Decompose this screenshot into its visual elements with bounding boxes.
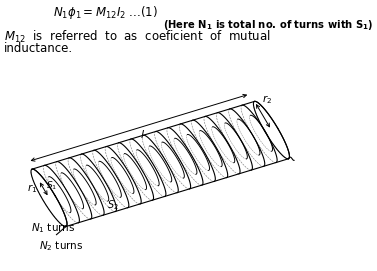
Text: $M_{12}$  is  referred  to  as  coeficient  of  mutual: $M_{12}$ is referred to as coeficient of… xyxy=(4,28,270,44)
Text: (Here $\mathbf{N_1}$ is total no. of turns with $\mathbf{S_1}$): (Here $\mathbf{N_1}$ is total no. of tur… xyxy=(163,18,373,32)
Text: $l$: $l$ xyxy=(140,128,145,140)
Text: $r_1$: $r_1$ xyxy=(28,182,38,195)
Text: inductance.: inductance. xyxy=(4,42,73,55)
Text: $S_1$: $S_1$ xyxy=(46,179,57,192)
Text: $r_2$: $r_2$ xyxy=(262,93,272,107)
Text: $N_1\phi_1 = M_{12}I_2$ ...(1): $N_1\phi_1 = M_{12}I_2$ ...(1) xyxy=(53,4,158,21)
Text: $N_2$ turns: $N_2$ turns xyxy=(39,239,83,253)
Text: $S_2$: $S_2$ xyxy=(107,198,118,212)
Text: $N_1$ turns: $N_1$ turns xyxy=(31,221,76,235)
